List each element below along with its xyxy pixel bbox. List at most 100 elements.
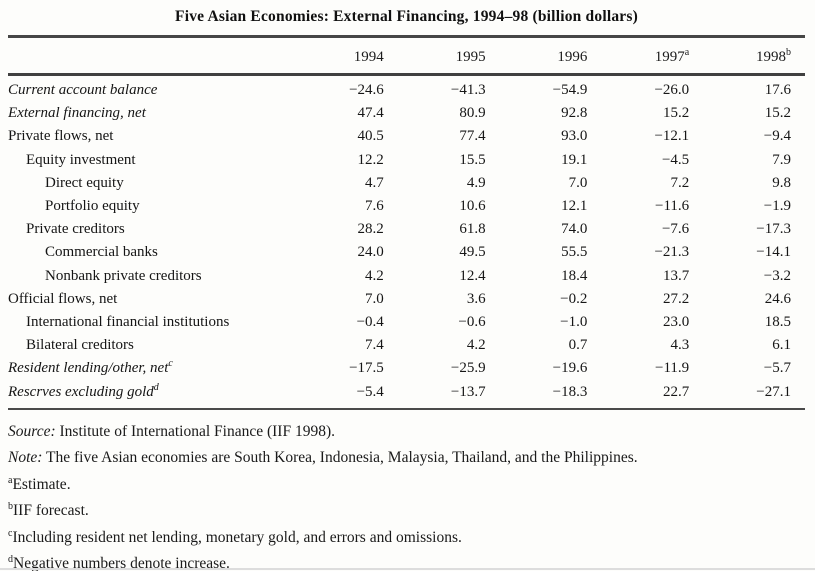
- row-label-column-header: [8, 37, 296, 75]
- cell-value: 93.0: [561, 128, 588, 145]
- column-header-1998: 1998b: [756, 47, 791, 66]
- cell-value: 7.4: [365, 337, 384, 354]
- cell-value: 7.0: [365, 290, 384, 307]
- footnote-marker: a: [8, 474, 13, 486]
- row-label: Portfolio equity: [45, 198, 140, 215]
- cell-value: 77.4: [459, 128, 486, 145]
- cell-value: 40.5: [357, 128, 384, 145]
- row-label: Commercial banks: [45, 244, 158, 261]
- table-body: Current account balance −24.6 −41.3 −54.9 −2…: [8, 75, 805, 409]
- footnote-marker: c: [8, 527, 13, 539]
- note-label: Note:: [8, 449, 43, 467]
- cell-value: 18.4: [561, 267, 588, 284]
- cell-value: 61.8: [459, 221, 486, 238]
- table-header-row: 1994 1995 1996 1997a 1998b: [8, 36, 805, 75]
- cell-value: 19.1: [561, 151, 588, 168]
- cell-value: 6.1: [772, 337, 791, 354]
- row-label: Official flows, net: [8, 290, 118, 307]
- table-row: Nonbank private creditors 4.2 12.4 18.4 13.7…: [8, 265, 805, 288]
- table-row: International financial institutions −0.4…: [8, 311, 805, 334]
- footnote-marker: d: [8, 554, 13, 566]
- footnote-marker: b: [8, 501, 13, 513]
- cell-value: −4.5: [661, 151, 690, 168]
- cell-value: −12.1: [654, 128, 690, 145]
- cell-value: 15.2: [662, 105, 690, 122]
- cell-value: −9.4: [763, 128, 791, 145]
- external-financing-table: 1994 1995 1996 1997a 1998b Current account b…: [8, 35, 805, 410]
- cell-value: −17.3: [756, 221, 791, 238]
- cell-value: 28.2: [357, 221, 384, 238]
- cell-value: 23.0: [662, 314, 690, 331]
- cell-value: 12.2: [357, 151, 384, 168]
- cell-value: −21.3: [654, 244, 690, 261]
- footnote-marker: b: [786, 47, 791, 58]
- source-note: Source: Institute of International Finan…: [8, 423, 805, 440]
- cell-value: 10.6: [459, 198, 486, 215]
- source-label: Source:: [8, 422, 56, 440]
- row-label: Nonbank private creditors: [45, 267, 202, 284]
- column-header-1996: 1996: [557, 49, 588, 65]
- column-header-1994: 1994: [353, 49, 384, 65]
- cell-value: 4.9: [466, 174, 486, 191]
- table-row: Private flows, net 40.5 77.4 93.0 −12.1 −9.4: [8, 125, 805, 148]
- footnote-b: bIIF forecast.: [8, 501, 89, 520]
- cell-value: 7.9: [772, 151, 791, 168]
- cell-value: −0.4: [356, 314, 384, 331]
- cell-value: 15.5: [459, 151, 486, 168]
- cell-value: 4.7: [365, 174, 384, 191]
- cell-value: −14.1: [756, 244, 791, 261]
- footnote-marker: a: [684, 47, 690, 58]
- table-row: External financing, net 47.4 80.9 92.8 15.2 1…: [8, 102, 805, 125]
- table-title: Five Asian Economies: External Financing…: [175, 8, 638, 25]
- cell-value: 7.6: [365, 198, 384, 215]
- cell-value: 4.2: [365, 267, 384, 284]
- table-row: Private creditors 28.2 61.8 74.0 −7.6 −17.3: [8, 218, 805, 241]
- page-bottom-scan-edge: [0, 568, 815, 570]
- cell-value: −13.7: [450, 383, 486, 400]
- cell-value: −7.6: [661, 221, 690, 238]
- cell-value: 74.0: [561, 221, 588, 238]
- footnote-a: aEstimate.: [8, 474, 71, 493]
- cell-value: 3.6: [466, 290, 486, 307]
- cell-value: 24.6: [764, 290, 791, 307]
- cell-value: −3.2: [763, 267, 791, 284]
- cell-value: −18.3: [552, 383, 588, 400]
- cell-value: −19.6: [552, 360, 588, 377]
- table-notes: Source: Institute of International Finan…: [8, 423, 805, 571]
- column-header-1997: 1997a: [654, 47, 690, 66]
- row-label: Bilateral creditors: [26, 337, 134, 354]
- footnote-d: dNegative numbers denote increase.: [8, 554, 230, 571]
- table-row: Resident lending/other, netc −17.5 −25.9 −1…: [8, 357, 805, 380]
- cell-value: −25.9: [450, 360, 486, 377]
- cell-value: 22.7: [662, 383, 690, 400]
- cell-value: 4.3: [670, 337, 690, 354]
- cell-value: 7.0: [568, 174, 588, 191]
- column-header-1995: 1995: [455, 49, 486, 65]
- table-row: Portfolio equity 7.6 10.6 12.1 −11.6 −1.9: [8, 195, 805, 218]
- table-row: Official flows, net 7.0 3.6 −0.2 27.2 24.6: [8, 288, 805, 311]
- row-label: External financing, net: [8, 105, 146, 122]
- row-label: Resident lending/other, netc: [8, 358, 173, 377]
- cell-value: 0.7: [568, 337, 588, 354]
- cell-value: 92.8: [561, 105, 588, 122]
- cell-value: −1.0: [560, 314, 588, 331]
- cell-value: −41.3: [450, 82, 486, 98]
- cell-value: −0.6: [458, 314, 486, 331]
- general-note: Note: The five Asian economies are South…: [8, 449, 805, 466]
- cell-value: −5.4: [356, 383, 384, 400]
- table-row: Equity investment 12.2 15.5 19.1 −4.5 7.9: [8, 149, 805, 172]
- cell-value: −1.9: [763, 198, 791, 215]
- row-label: Current account balance: [8, 82, 158, 98]
- cell-value: 4.2: [466, 337, 486, 354]
- cell-value: −27.1: [756, 383, 791, 400]
- cell-value: −0.2: [560, 290, 588, 307]
- cell-value: 18.5: [764, 314, 791, 331]
- source-text: Institute of International Finance (IIF …: [59, 422, 335, 440]
- cell-value: −24.6: [349, 82, 384, 98]
- cell-value: 80.9: [459, 105, 486, 122]
- row-label: Direct equity: [45, 174, 124, 191]
- cell-value: −17.5: [349, 360, 384, 377]
- cell-value: 13.7: [662, 267, 690, 284]
- cell-value: −11.9: [655, 360, 690, 377]
